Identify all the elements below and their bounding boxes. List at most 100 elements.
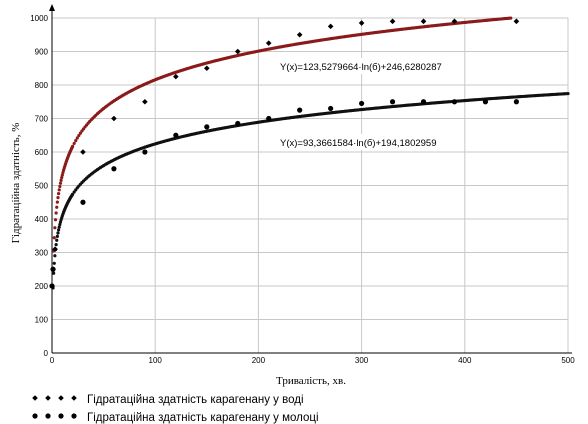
x-tick-label: 500 — [561, 356, 575, 365]
legend-marker — [58, 413, 64, 419]
data-point-milk — [451, 99, 458, 105]
y-tick-label: 200 — [35, 282, 49, 291]
y-tick-label: 800 — [35, 81, 49, 90]
trend-dot — [55, 200, 59, 204]
y-tick-label: 900 — [35, 48, 49, 57]
data-point-milk — [359, 100, 365, 107]
x-axis-title: Тривалість, хв. — [276, 375, 346, 387]
y-tick-label: 1000 — [30, 14, 48, 23]
data-point-water — [451, 18, 458, 25]
legend-marker — [58, 395, 64, 401]
trend-dot — [54, 242, 58, 247]
equation-1-box — [276, 58, 452, 74]
data-point-milk — [266, 115, 272, 122]
trend-dot — [52, 271, 56, 275]
data-point-milk — [173, 132, 179, 138]
data-point-water — [234, 48, 241, 55]
legend-marker — [45, 413, 51, 419]
trend-dot — [71, 144, 75, 149]
x-tick-label: 100 — [149, 356, 163, 365]
legend: Гідратаційна здатність карагенану у воді… — [32, 394, 319, 424]
trend-dot — [56, 231, 60, 235]
data-point-milk — [49, 283, 55, 289]
trend-dot — [58, 181, 63, 185]
data-point-water — [52, 246, 58, 252]
legend-markers-milk — [32, 413, 77, 419]
y-tick-label: 500 — [35, 182, 49, 191]
legend-marker — [71, 395, 77, 401]
data-point-milk — [80, 199, 86, 205]
trend-dot — [60, 173, 64, 177]
data-point-water — [420, 18, 427, 25]
trend-dot — [72, 141, 76, 146]
x-tick-label: 200 — [252, 356, 266, 365]
x-tick-label: 0 — [50, 356, 55, 365]
trend-dot — [52, 236, 56, 240]
data-point-water — [327, 23, 334, 30]
grid — [52, 17, 569, 353]
trend-dot — [74, 139, 78, 143]
data-point-milk — [235, 120, 241, 127]
trend-dot — [57, 188, 61, 192]
y-tick-label: 300 — [35, 249, 49, 258]
y-tick-label: 0 — [44, 349, 49, 358]
trend-dot — [60, 176, 64, 180]
x-tick-label: 400 — [458, 356, 472, 365]
tick-labels: 0 100 200 300 400 500 600 700 800 900 1000 0 100 200 3… — [30, 14, 575, 365]
trend-dot — [55, 238, 59, 242]
trend-lines — [51, 16, 570, 290]
series-milk-points — [49, 99, 520, 289]
y-axis-arrow — [49, 4, 55, 11]
legend-label-water: Гідратаційна здатність карагенану у воді — [87, 394, 304, 406]
data-points — [49, 18, 520, 289]
data-point-milk — [297, 107, 303, 113]
data-point-milk — [389, 99, 396, 105]
trend-dot — [57, 228, 61, 232]
data-point-water — [142, 98, 148, 105]
axes — [49, 4, 572, 354]
legend-markers-water — [32, 395, 77, 401]
trend-dot — [53, 218, 58, 222]
y-tick-label: 600 — [35, 148, 49, 157]
data-point-milk — [513, 99, 520, 105]
y-axis-title: Гідратаційна здатність, % — [10, 123, 22, 244]
trend-dot — [59, 178, 63, 182]
legend-label-milk: Гідратаційна здатність карагенану у моло… — [87, 412, 319, 424]
trend-dot — [52, 261, 56, 265]
legend-marker — [32, 413, 38, 419]
legend-marker — [45, 395, 51, 401]
equation-2-box — [276, 134, 446, 150]
equation-water: Y(x)=123,5279664·ln(б)+246,6280287 — [280, 62, 442, 73]
trend-dot — [56, 196, 60, 200]
data-point-water — [173, 73, 179, 80]
data-point-water — [296, 31, 303, 38]
data-point-milk — [420, 99, 427, 105]
data-point-milk — [204, 124, 210, 130]
trend-dot — [55, 205, 59, 209]
trend-dot — [55, 234, 59, 238]
trend-dot — [71, 192, 75, 196]
y-tick-label: 400 — [35, 215, 49, 224]
equation-milk: Y(x)=93,3661584·ln(б)+194,1802959 — [280, 138, 437, 149]
y-tick-label: 700 — [35, 115, 49, 124]
trend-dot — [53, 226, 57, 230]
trend-dot — [54, 211, 58, 215]
data-point-water — [358, 20, 365, 26]
trend-dot — [77, 133, 81, 138]
trend-dot — [57, 191, 61, 196]
x-tick-label: 300 — [355, 356, 369, 365]
trend-dot — [53, 254, 57, 258]
data-point-water — [80, 149, 86, 155]
trend-dot — [75, 136, 79, 140]
data-point-water — [204, 65, 210, 72]
trend-dot — [58, 184, 62, 189]
data-point-water — [265, 40, 272, 46]
data-point-milk — [482, 99, 489, 105]
data-point-water — [111, 115, 117, 122]
data-point-milk — [50, 266, 56, 272]
trend-dot — [566, 91, 570, 96]
data-point-milk — [142, 149, 148, 155]
trend-dot — [57, 225, 61, 229]
trend-dot — [509, 16, 513, 20]
